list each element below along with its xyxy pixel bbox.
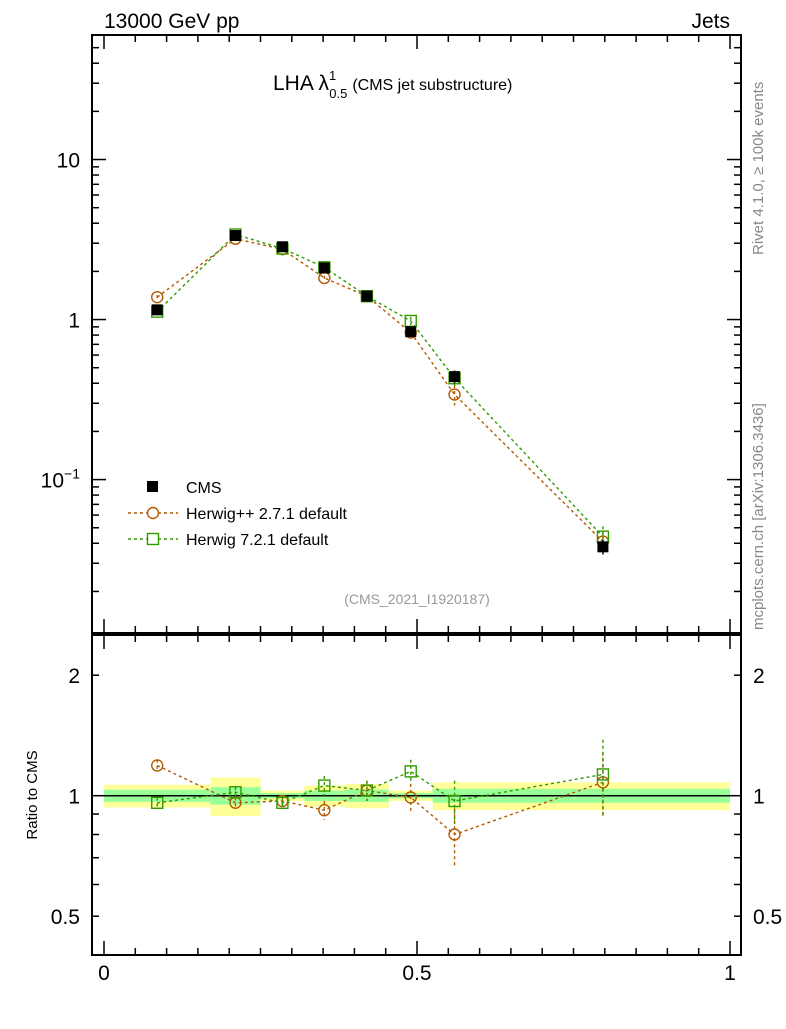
main-y-tick-label: 10−1 <box>41 466 81 493</box>
data-point-herwig-2-7-1-default <box>318 803 331 817</box>
legend-label-herwigpp: Herwig++ 2.7.1 default <box>186 506 348 523</box>
series-line-herwig-7-2-1-default <box>156 233 604 538</box>
data-point-herwig-2-7-1-default <box>448 388 461 401</box>
title-rest: (CMS jet substructure) <box>352 77 512 94</box>
data-point-herwig-7-2-1-default <box>360 784 374 797</box>
data-point-herwig-2-7-1-default <box>448 828 461 841</box>
series-line-herwig-2-7-1-default <box>156 237 604 543</box>
data-point-herwig-7-2-1-default <box>318 779 331 792</box>
data-point-herwig-7-2-1-default <box>151 796 164 809</box>
data-point-herwig-7-2-1-default <box>229 786 242 799</box>
data-point-cms <box>405 326 417 338</box>
ratio-y-left-tick-label: 2 <box>68 665 80 688</box>
series-line-herwig-2-7-1-default <box>156 764 604 836</box>
ratio-y-left-tick-label: 1 <box>68 786 80 809</box>
data-point-cms <box>597 541 609 553</box>
data-point-cms <box>449 371 461 383</box>
x-tick-label: 1 <box>724 962 736 985</box>
legend-marker-herwigpp <box>146 506 160 520</box>
ratio-plot: 2 1 0.5 2 1 0.5 0 0.5 1 <box>51 634 782 985</box>
legend-label-herwig7: Herwig 7.2.1 default <box>186 532 329 549</box>
ratio-y-left-tick-label: 0.5 <box>51 906 80 929</box>
main-plot: 10 1 10−1 <box>41 34 742 634</box>
data-point-herwig-2-7-1-default <box>404 791 417 804</box>
analysis-label: (CMS_2021_I1920187) <box>344 591 490 607</box>
ratio-y-right-tick-label: 2 <box>753 665 765 688</box>
main-y-tick-label: 10 <box>57 150 80 173</box>
chart-title: LHA λ1 0.5 (CMS jet substructure) <box>273 68 512 101</box>
data-point-cms <box>361 290 373 302</box>
series-line-herwig-7-2-1-default <box>157 770 604 804</box>
data-point-cms <box>151 304 163 316</box>
title-sup: 1 <box>329 68 336 83</box>
data-point-herwig-2-7-1-default <box>151 759 164 772</box>
data-point-herwig-7-2-1-default <box>596 768 610 781</box>
data-point-cms <box>318 262 330 274</box>
data-point-herwig-7-2-1-default <box>276 796 289 809</box>
header-category: Jets <box>691 10 730 33</box>
ratio-ylabel: Ratio to CMS <box>24 750 41 839</box>
main-y-tick-label: 1 <box>68 310 80 333</box>
data-point-cms <box>229 230 241 242</box>
rivet-label: Rivet 4.1.0, ≥ 100k events <box>750 82 767 255</box>
legend-label-cms: CMS <box>186 480 222 497</box>
legend-marker-herwig7 <box>146 532 160 546</box>
mcplots-label: mcplots.cern.ch [arXiv:1306.3436] <box>750 403 767 630</box>
x-tick-label: 0.5 <box>402 962 431 985</box>
data-point-herwig-7-2-1-default <box>404 765 417 778</box>
title-sub: 0.5 <box>329 86 347 101</box>
data-point-herwig-2-7-1-default <box>151 290 164 304</box>
x-tick-label: 0 <box>98 962 110 985</box>
title-main: LHA λ <box>273 72 330 95</box>
header-process: 13000 GeV pp <box>104 10 239 33</box>
legend: CMS Herwig++ 2.7.1 default Herwig 7.2.1 … <box>128 480 348 549</box>
data-point-cms <box>276 241 288 253</box>
data-point-herwig-7-2-1-default <box>448 794 461 808</box>
legend-marker-cms <box>147 481 158 492</box>
ratio-y-right-tick-label: 1 <box>753 786 765 809</box>
ratio-y-right-tick-label: 0.5 <box>753 906 782 929</box>
